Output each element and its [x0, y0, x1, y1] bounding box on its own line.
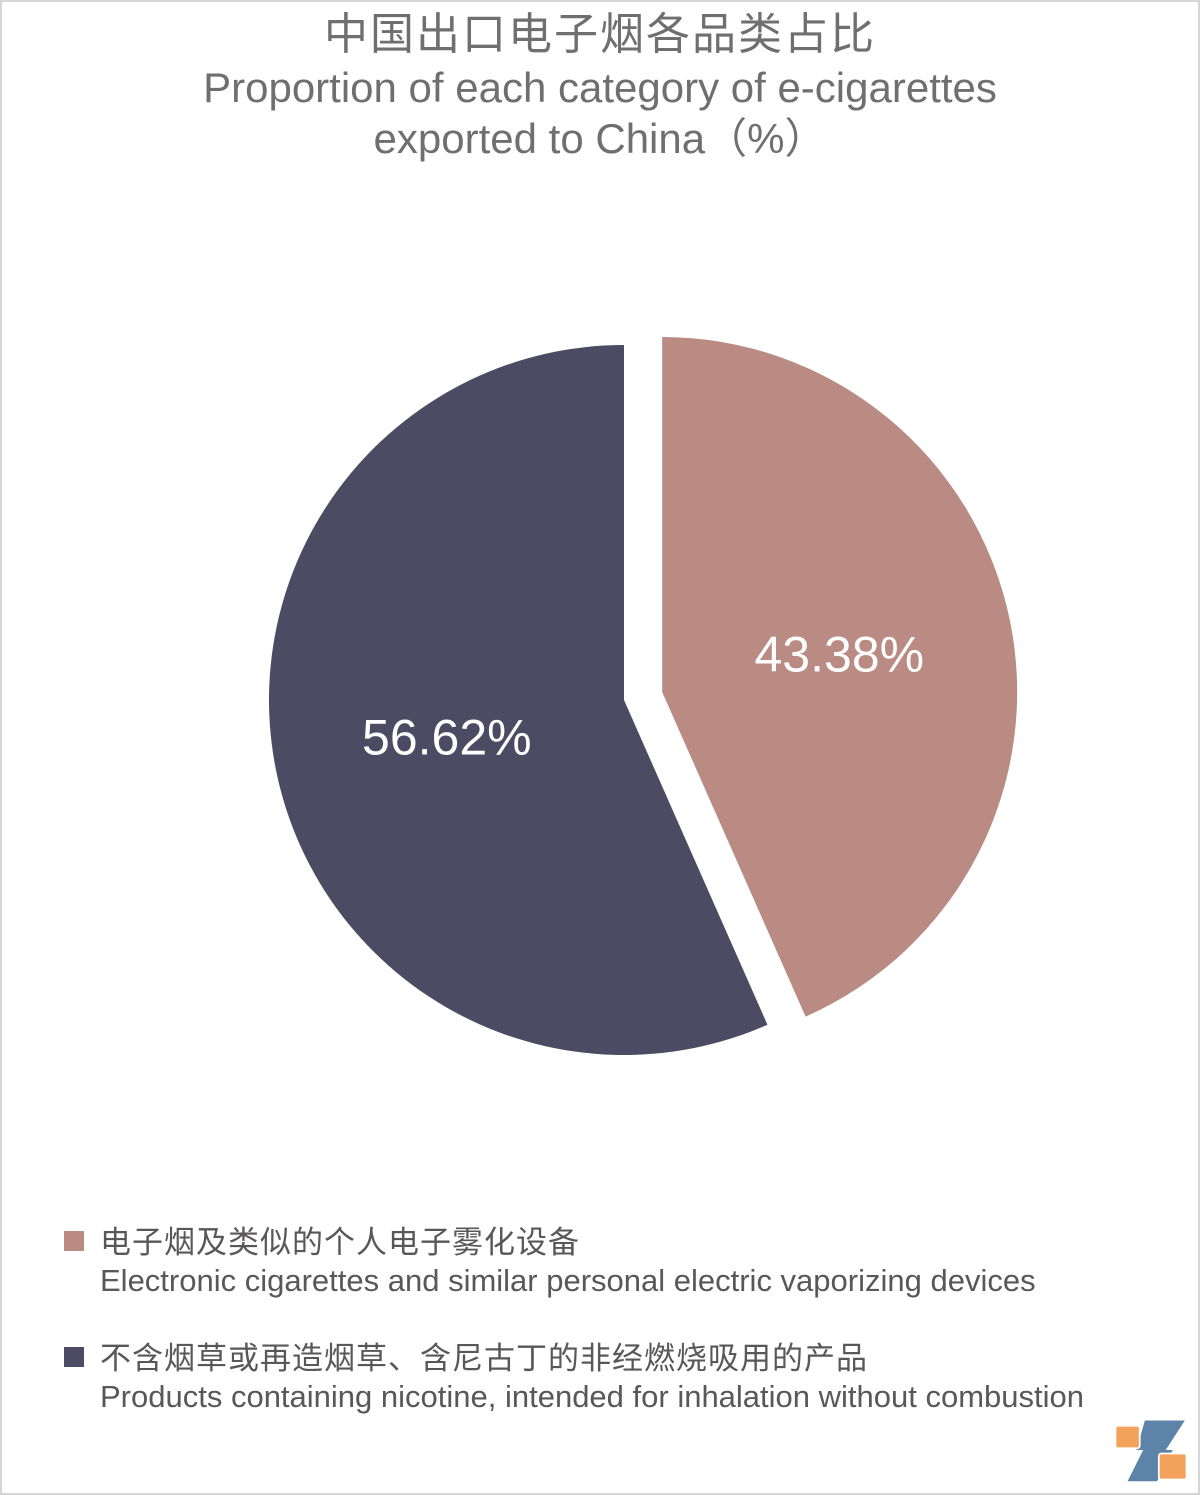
- legend-label-zh: 电子烟及类似的个人电子雾化设备: [100, 1225, 580, 1260]
- chart-title-zh: 中国出口电子烟各品类占比: [324, 10, 876, 59]
- chart-title: 中国出口电子烟各品类占比 Proportion of each category…: [2, 8, 1198, 164]
- legend: 电子烟及类似的个人电子雾化设备 Electronic cigarettes an…: [64, 1224, 1084, 1456]
- pie-slice-electronic-cigarettes[interactable]: [662, 336, 1018, 1017]
- logo-z-shape: [1127, 1420, 1185, 1482]
- pie-label-electronic-cigarettes: 43.38%: [755, 627, 925, 683]
- legend-label-en: Products containing nicotine, intended f…: [100, 1379, 1085, 1414]
- pie-slice-nicotine-products[interactable]: [268, 345, 768, 1055]
- logo-square-top-left: [1114, 1424, 1141, 1450]
- legend-item-nicotine-products[interactable]: 不含烟草或再造烟草、含尼古丁的非经燃烧吸用的产品 Products contai…: [64, 1340, 1084, 1416]
- legend-item-electronic-cigarettes[interactable]: 电子烟及类似的个人电子雾化设备 Electronic cigarettes an…: [64, 1224, 1084, 1300]
- legend-label-en: Electronic cigarettes and similar person…: [100, 1263, 1036, 1298]
- legend-label-zh: 不含烟草或再造烟草、含尼古丁的非经燃烧吸用的产品: [100, 1341, 868, 1376]
- chart-title-en-line1: Proportion of each category of e-cigaret…: [203, 64, 997, 111]
- legend-swatch-pink: [64, 1231, 84, 1251]
- chart-title-en-line2: exported to China（%）: [373, 115, 827, 162]
- pie-label-nicotine-products: 56.62%: [362, 709, 532, 765]
- brand-logo: [1114, 1420, 1188, 1482]
- legend-swatch-dark: [64, 1347, 84, 1367]
- logo-square-bottom-right: [1157, 1452, 1188, 1481]
